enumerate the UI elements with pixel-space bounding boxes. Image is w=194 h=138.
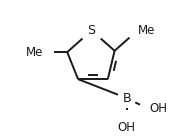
Text: OH: OH bbox=[150, 102, 168, 115]
Text: OH: OH bbox=[118, 121, 136, 134]
Text: B: B bbox=[122, 92, 131, 105]
Text: Me: Me bbox=[25, 46, 43, 59]
Text: S: S bbox=[87, 24, 96, 37]
Text: Me: Me bbox=[138, 24, 155, 37]
